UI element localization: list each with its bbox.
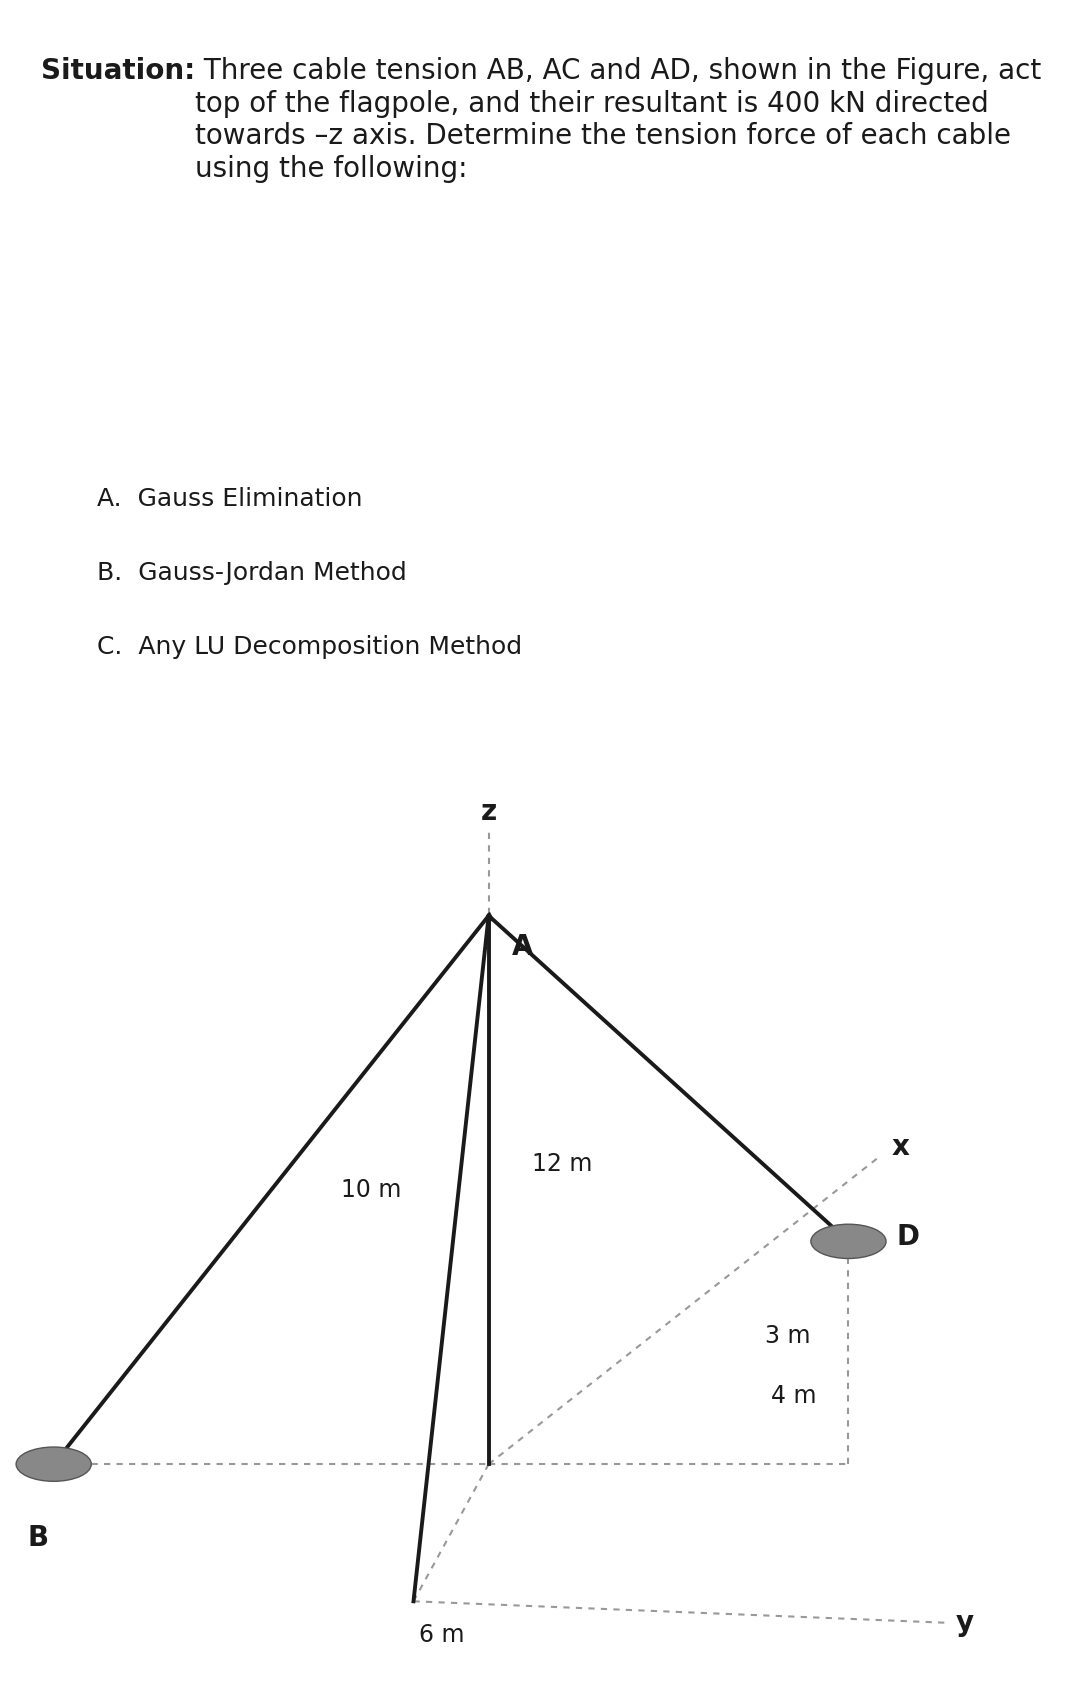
Text: 10 m: 10 m [342, 1178, 402, 1201]
Text: Three cable tension AB, AC and AD, shown in the Figure, act top of the flagpole,: Three cable tension AB, AC and AD, shown… [195, 58, 1042, 183]
Text: 6 m: 6 m [419, 1622, 464, 1646]
Text: 4 m: 4 m [771, 1383, 816, 1407]
Text: A.  Gauss Elimination: A. Gauss Elimination [97, 487, 362, 511]
Text: B.  Gauss-Jordan Method: B. Gauss-Jordan Method [97, 560, 406, 585]
Text: C.  Any LU Decomposition Method: C. Any LU Decomposition Method [97, 635, 522, 658]
Text: z: z [480, 798, 497, 826]
Text: Situation:: Situation: [41, 58, 195, 85]
Text: 12 m: 12 m [532, 1152, 592, 1176]
Text: y: y [956, 1609, 974, 1636]
Text: B: B [27, 1524, 48, 1553]
Text: A: A [512, 933, 534, 961]
Ellipse shape [811, 1224, 886, 1259]
Ellipse shape [16, 1448, 91, 1481]
Text: D: D [897, 1224, 919, 1251]
Text: x: x [891, 1134, 910, 1161]
Text: 3 m: 3 m [766, 1324, 811, 1347]
